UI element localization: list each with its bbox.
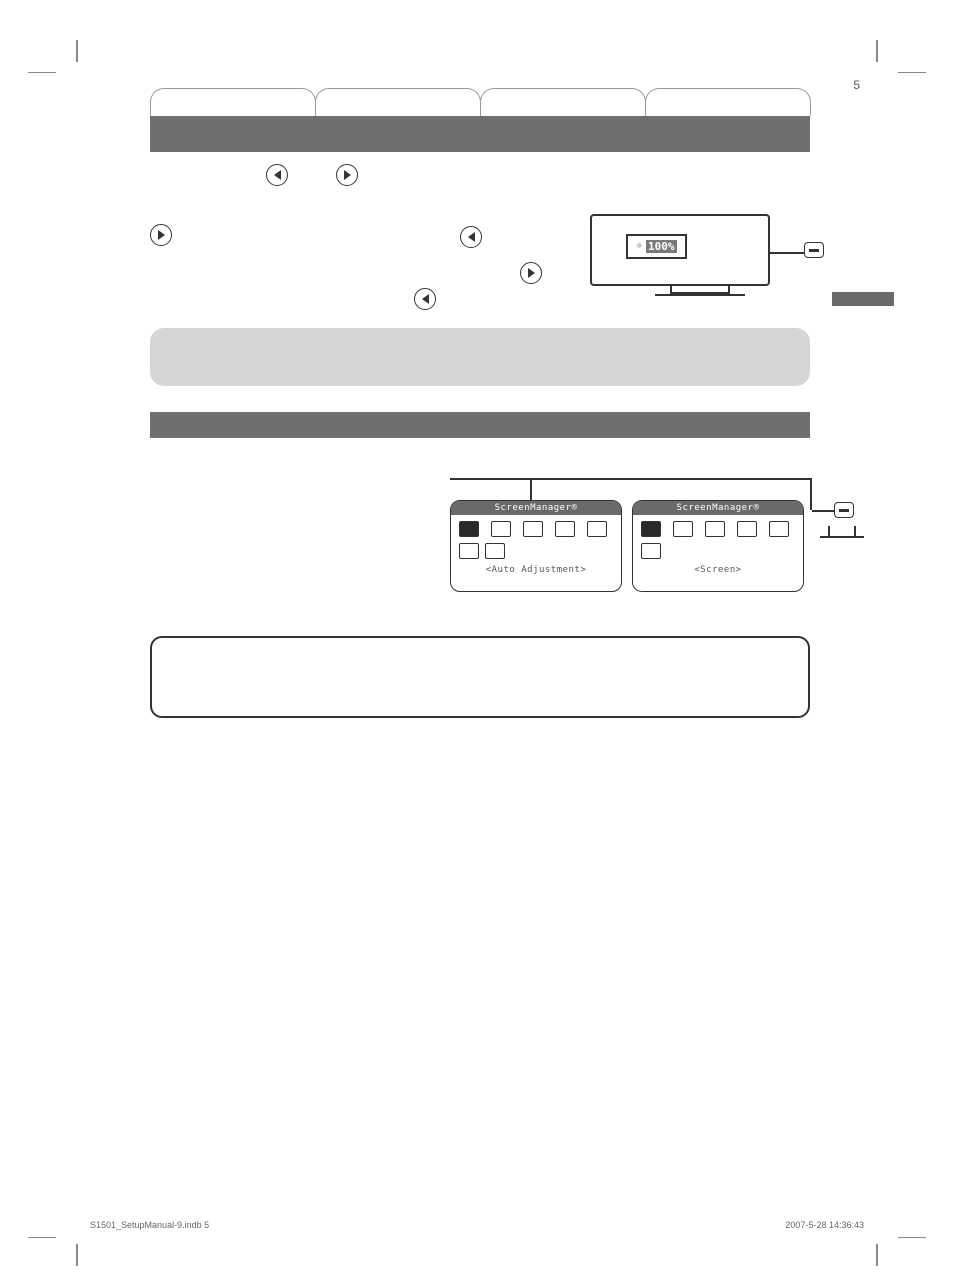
osd-right: ScreenManager® <Screen> [632,500,804,592]
footer-left: S1501_SetupManual-9.indb 5 [90,1220,209,1230]
osd-icon [555,521,575,537]
brightness-monitor-diagram: ☼ 100% [590,214,810,310]
control-button-icon [804,242,824,258]
osd-icon [523,521,543,537]
section-heading-bar [150,412,810,438]
crop-mark [876,1244,878,1266]
tab-3 [645,88,811,116]
brightness-value: 100% [646,240,677,253]
osd-icon [705,521,725,537]
osd-title: ScreenManager® [633,501,803,515]
screenmanager-block: ScreenManager® <Auto Adjustment> [150,500,810,592]
crop-mark [28,72,56,73]
crop-mark [28,1237,56,1238]
osd-windows: ScreenManager® <Auto Adjustment> [450,500,810,592]
brightness-sun-icon: ☼ [636,241,642,252]
crop-mark [76,40,78,62]
osd-icon [737,521,757,537]
right-arrow-button-icon [336,164,358,186]
tab-0 [150,88,316,116]
tab-1 [315,88,481,116]
page-number: 5 [853,78,860,92]
brightness-text-area [206,214,570,310]
osd-icon [459,521,479,537]
osd-icon [769,521,789,537]
left-arrow-button-icon [460,226,482,248]
osd-icon [459,543,479,559]
crop-mark [876,40,878,62]
left-arrow-button-icon [414,288,436,310]
osd-icon [641,521,661,537]
brightness-osd-box: ☼ 100% [626,234,687,259]
tab-title-bar [150,116,810,152]
osd-right-label: <Screen> [633,561,803,575]
tab-2 [480,88,646,116]
side-tab-marker [832,292,894,306]
note-box [150,328,810,386]
osd-icon [673,521,693,537]
right-arrow-button-icon [520,262,542,284]
crop-mark [76,1244,78,1266]
osd-icon [641,543,661,559]
osd-left: ScreenManager® <Auto Adjustment> [450,500,622,592]
osd-left-label: <Auto Adjustment> [451,561,621,575]
monitor-stand-icon [828,526,856,536]
footer-right: 2007-5-28 14:36:43 [785,1220,864,1230]
brightness-block: ☼ 100% [150,214,810,310]
left-arrow-button-icon [266,164,288,186]
monitor-foot-icon [820,536,864,538]
instruction-box [150,636,810,718]
osd-title: ScreenManager® [451,501,621,515]
crop-mark [898,72,926,73]
brightness-instruction-row [150,164,810,186]
crop-mark [898,1237,926,1238]
page-content: ☼ 100% ScreenManager® [150,88,810,718]
osd-icon [587,521,607,537]
right-arrow-button-icon [150,224,172,246]
osd-icon [491,521,511,537]
osd-icon [485,543,505,559]
tab-header [150,88,810,152]
control-button-icon [834,502,854,518]
